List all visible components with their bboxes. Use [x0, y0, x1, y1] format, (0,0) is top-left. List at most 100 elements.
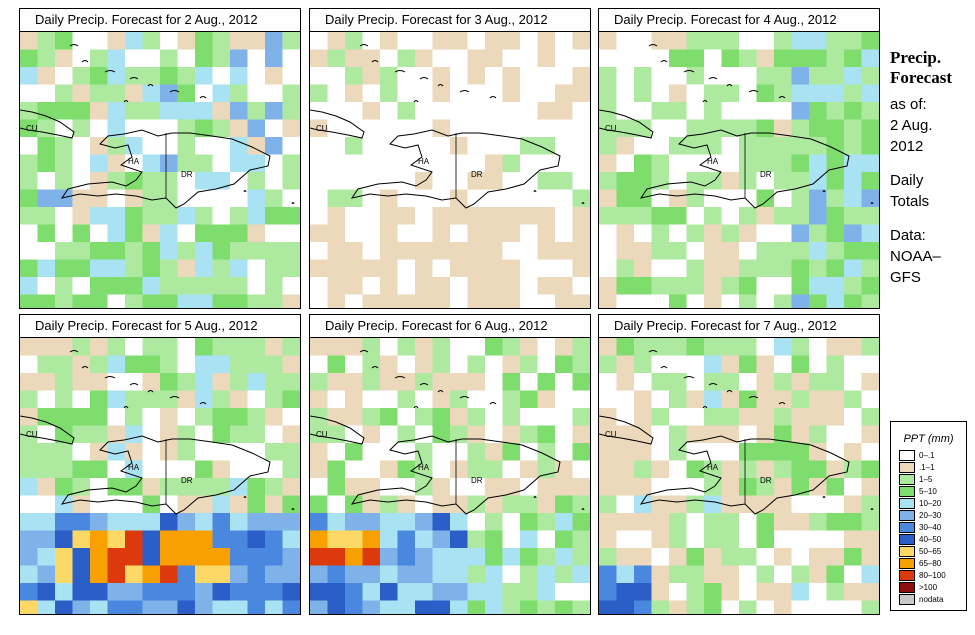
- precip-cell: [397, 600, 416, 614]
- precip-cell: [809, 460, 827, 479]
- precip-cell: [362, 600, 381, 614]
- precip-cell: [160, 373, 178, 391]
- precip-cell: [467, 530, 486, 549]
- legend-swatch: [899, 534, 915, 545]
- precip-cell: [651, 513, 670, 531]
- precip-cell: [310, 355, 328, 374]
- precip-cell: [450, 478, 468, 496]
- precip-cell: [774, 355, 792, 374]
- precip-cell: [721, 137, 740, 155]
- precip-cell: [861, 390, 879, 409]
- precip-cell: [651, 583, 670, 601]
- precip-cell: [861, 172, 879, 190]
- precip-cell: [265, 495, 283, 514]
- precip-cell: [247, 137, 266, 155]
- precip-cell: [72, 390, 91, 409]
- precip-cell: [212, 154, 231, 173]
- precip-cell: [160, 207, 178, 225]
- precip-cell: [616, 425, 635, 444]
- precip-cell: [282, 565, 300, 584]
- precip-cell: [537, 408, 556, 426]
- precip-cell: [686, 84, 705, 103]
- island-outline: [660, 366, 668, 369]
- precip-cell: [160, 513, 178, 531]
- precip-cell: [616, 355, 635, 374]
- precip-cell: [160, 355, 178, 374]
- precip-cell: [415, 390, 433, 409]
- precip-cell: [107, 583, 126, 601]
- precip-cell: [721, 189, 740, 208]
- precip-cell: [345, 67, 363, 85]
- precip-cell: [774, 102, 792, 120]
- precip-cell: [756, 425, 775, 444]
- precip-cell: [669, 478, 687, 496]
- precip-cell: [90, 565, 108, 584]
- precip-cell: [669, 338, 687, 356]
- precip-cell: [20, 338, 38, 356]
- precip-cell: [90, 172, 108, 190]
- precip-cell: [844, 373, 862, 391]
- precip-cell: [20, 600, 38, 614]
- precip-cell: [450, 373, 468, 391]
- precip-cell: [212, 443, 231, 461]
- precip-cell: [485, 84, 503, 103]
- precip-cell: [432, 408, 451, 426]
- precip-cell: [502, 408, 521, 426]
- island-outline: [870, 202, 874, 205]
- precip-cell: [756, 32, 775, 50]
- precip-cell: [651, 530, 670, 549]
- precip-map: CU HA DR: [20, 32, 300, 308]
- precip-cell: [791, 172, 810, 190]
- precip-cell: [651, 84, 670, 103]
- precip-cell: [282, 242, 300, 260]
- precip-cell: [125, 207, 143, 225]
- precip-cell: [20, 242, 38, 260]
- precip-cell: [502, 460, 521, 479]
- precip-cell: [739, 84, 757, 103]
- precip-cell: [721, 172, 740, 190]
- precip-cell: [721, 443, 740, 461]
- precip-cell: [107, 548, 126, 566]
- precip-cell: [282, 119, 300, 138]
- precip-cell: [520, 49, 538, 68]
- precip-cell: [345, 583, 363, 601]
- precip-cell: [467, 67, 486, 85]
- precip-cell: [485, 530, 503, 549]
- precip-cell: [616, 373, 635, 391]
- precip-cell: [397, 373, 416, 391]
- precip-cell: [616, 154, 635, 173]
- precip-cell: [485, 172, 503, 190]
- precip-cell: [142, 495, 161, 514]
- legend-swatch: [899, 522, 915, 533]
- precip-cell: [90, 277, 108, 295]
- precip-cell: [756, 548, 775, 566]
- precip-cell: [721, 478, 740, 496]
- precip-cell: [265, 259, 283, 278]
- precip-cell: [20, 390, 38, 409]
- precip-cell: [555, 495, 573, 514]
- precip-cell: [450, 600, 468, 614]
- precip-cell: [212, 495, 231, 514]
- island-outline: [437, 84, 444, 87]
- precip-cell: [195, 277, 213, 295]
- island-outline: [748, 396, 759, 399]
- cuba-label: CU: [316, 430, 328, 439]
- precip-cell: [177, 172, 196, 190]
- precip-cell: [247, 119, 266, 138]
- precip-cell: [520, 242, 538, 260]
- data-source-label: Data:: [890, 227, 926, 244]
- precip-cell: [362, 137, 381, 155]
- precip-cell: [125, 294, 143, 308]
- legend-row: 50–65: [899, 546, 965, 558]
- precip-cell: [90, 137, 108, 155]
- precip-cell: [686, 32, 705, 50]
- panel-aug-3: Daily Precip. Forecast for 3 Aug., 2012 …: [309, 8, 591, 309]
- precip-cell: [616, 600, 635, 614]
- island-outline: [459, 90, 470, 93]
- precip-cell: [537, 84, 556, 103]
- precip-cell: [107, 373, 126, 391]
- precip-cell: [345, 189, 363, 208]
- precip-cell: [380, 259, 398, 278]
- precip-cell: [327, 294, 346, 308]
- precip-cell: [669, 355, 687, 374]
